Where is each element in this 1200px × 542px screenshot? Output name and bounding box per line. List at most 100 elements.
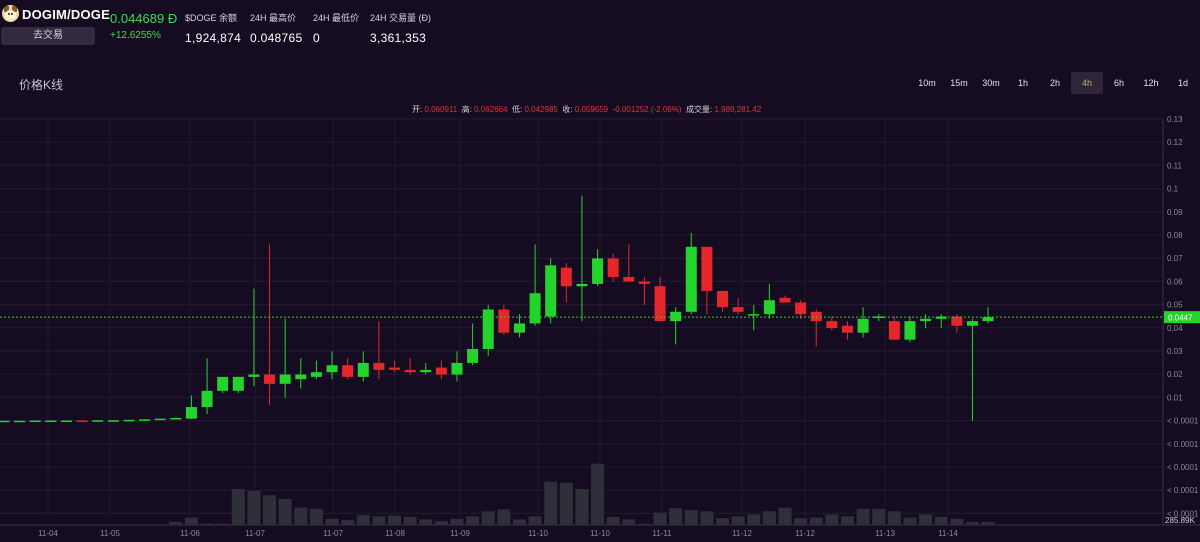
x-tick-label: 11-05 <box>100 529 120 538</box>
candle-body <box>701 246 713 291</box>
volume-bar <box>450 518 464 525</box>
volume-bar <box>622 519 636 525</box>
x-tick-label: 11-07 <box>245 529 265 538</box>
volume-bar <box>184 517 198 525</box>
y-tick-label: 0.01 <box>1167 393 1183 402</box>
volume-bar <box>247 490 261 525</box>
interval-4h[interactable]: 4h <box>1071 72 1103 94</box>
volume-bar <box>700 511 714 525</box>
stat-24h-low: 24H 最低价 0 <box>313 11 359 45</box>
open-value: 0.060911 <box>424 105 458 114</box>
ohlc-info-bar: 开: 0.060911 高: 0.062664 低: 0.042985 收: 0… <box>412 104 761 115</box>
dogim-logo-icon <box>2 5 19 22</box>
candle-body <box>951 316 963 326</box>
price-change-percent: +12.6255% <box>110 30 161 41</box>
candle-body <box>201 390 213 408</box>
candle-body <box>264 374 276 384</box>
candle-body <box>420 369 432 373</box>
candle-body <box>123 419 135 422</box>
volume-bar <box>887 511 901 525</box>
x-tick-label: 11-12 <box>732 529 752 538</box>
volume-bar <box>309 508 323 525</box>
volume-bar <box>872 508 886 525</box>
volume-bar <box>669 508 683 525</box>
candle-body <box>638 281 650 284</box>
volume-bar <box>591 463 605 525</box>
candle-body <box>482 309 494 349</box>
x-tick-label: 11-13 <box>875 529 895 538</box>
volume-bar <box>403 516 417 525</box>
volume-bar <box>544 481 558 525</box>
candle-body <box>670 311 682 322</box>
interval-2h[interactable]: 2h <box>1049 78 1060 88</box>
kline-section-title: 价格K线 <box>19 78 64 92</box>
volume-bar <box>512 519 526 525</box>
candle-body <box>513 323 525 333</box>
close-label: 收: <box>562 105 573 114</box>
stat-value: 3,361,353 <box>370 31 427 45</box>
volume-bar <box>840 516 854 525</box>
high-label: 高: <box>461 105 472 114</box>
y-tick-label: 0.13 <box>1167 115 1183 124</box>
x-tick-label: 11-04 <box>38 529 58 538</box>
volume-bar <box>372 516 386 525</box>
x-tick-label: 11-09 <box>450 529 470 538</box>
candle-body <box>170 417 182 420</box>
volume-bar <box>731 516 745 525</box>
y-tick-label: 0.05 <box>1167 301 1183 310</box>
candle-body <box>404 369 416 373</box>
x-tick-label: 11-07 <box>323 529 343 538</box>
candle-body <box>904 321 916 340</box>
candle-body <box>76 420 88 423</box>
interval-30m[interactable]: 30m <box>982 78 1000 88</box>
volume-bar <box>762 511 776 525</box>
volume-bar <box>263 495 277 525</box>
candle-body <box>560 267 572 287</box>
candle-body <box>29 420 41 423</box>
interval-6h[interactable]: 6h <box>1113 78 1124 88</box>
candle-body <box>841 325 853 333</box>
candle-body <box>357 362 369 377</box>
candle-body <box>435 367 447 375</box>
volume-bar <box>575 489 589 525</box>
go-trade-button[interactable]: 去交易 <box>1 27 95 45</box>
candle-body <box>857 318 869 333</box>
candle-body <box>107 420 119 422</box>
candle-body <box>295 374 307 380</box>
x-tick-label: 11-11 <box>652 529 672 538</box>
y-tick-label: 0.03 <box>1167 347 1183 356</box>
interval-10m[interactable]: 10m <box>918 78 936 88</box>
candle-body <box>139 419 151 421</box>
candle-body <box>545 265 557 317</box>
stat-doge-balance: $DOGE 余额 1,924,874 <box>185 11 241 45</box>
candle-body <box>529 293 541 324</box>
y-tick-label: < 0.0001 <box>1167 486 1199 495</box>
x-tick-label: 11-14 <box>938 529 958 538</box>
candle-body <box>654 286 666 322</box>
current-price-label: 0.0447 <box>1168 314 1193 323</box>
interval-1h[interactable]: 1h <box>1017 78 1028 88</box>
candle-body <box>748 314 760 316</box>
x-tick-label: 11-06 <box>180 529 200 538</box>
volume-bar <box>216 523 230 525</box>
pair-name: DOGIM/DOGE <box>22 7 110 22</box>
candle-body <box>717 290 729 308</box>
candle-body <box>763 300 775 315</box>
stat-label: 24H 最高价 <box>250 13 297 23</box>
y-tick-label: < 0.0001 <box>1167 440 1199 449</box>
candle-body <box>592 258 604 284</box>
interval-1d[interactable]: 1d <box>1177 78 1188 88</box>
candle-body <box>248 374 260 377</box>
stat-label: $DOGE 余额 <box>185 13 238 23</box>
y-tick-label: 0.11 <box>1167 161 1183 170</box>
volume-bar <box>419 519 433 525</box>
candle-body <box>888 321 900 340</box>
interval-12h[interactable]: 12h <box>1143 78 1159 88</box>
interval-15m[interactable]: 15m <box>950 78 968 88</box>
candle-body <box>232 376 244 391</box>
candle-body <box>576 283 588 287</box>
candle-body <box>373 362 385 370</box>
candle-body <box>795 302 807 315</box>
volume-bar <box>466 516 480 525</box>
